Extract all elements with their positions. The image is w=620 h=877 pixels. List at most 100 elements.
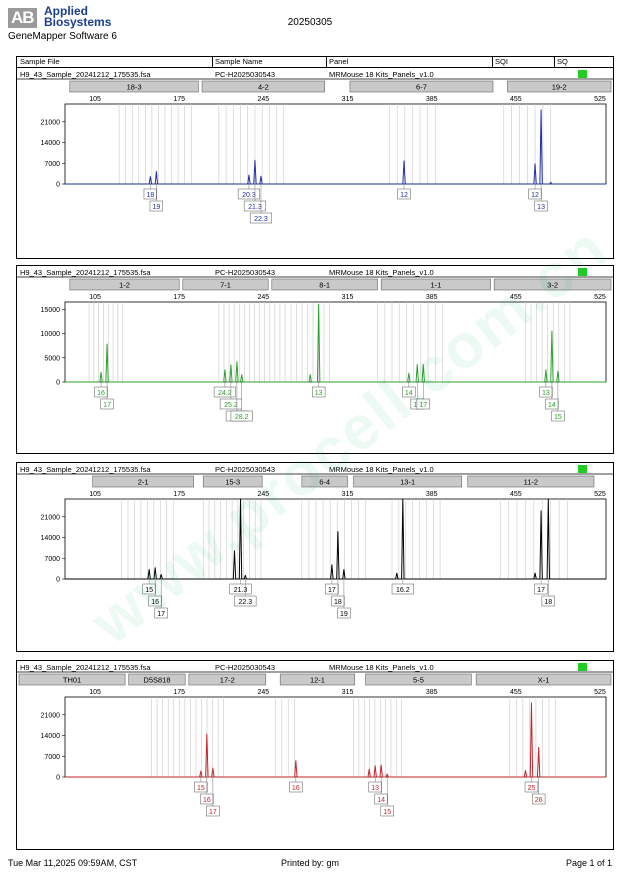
marker-label: 18-3 [127,83,142,92]
allele-box [249,212,273,224]
marker-label: 19-2 [552,83,567,92]
x-tick-label: 105 [89,689,101,696]
electropherogram-svg-black: H9_43_Sample_20241212_175535.fsa PC-H2025… [17,465,613,619]
marker-18-3 [69,80,199,93]
allele-label: 20.3 [242,192,256,199]
x-tick-label: 385 [426,689,438,696]
marker-label: 6-7 [416,83,427,92]
allele-box [100,398,114,410]
allele-box [532,793,546,805]
panel-sample-file: H9_43_Sample_20241212_175535.fsa [20,465,151,474]
x-tick-label: 315 [342,689,354,696]
x-tick-label: 455 [510,689,522,696]
x-tick-label: 105 [89,491,101,498]
allele-box [237,188,260,200]
marker-label: 6-4 [319,478,330,487]
marker-TH01 [18,673,126,686]
marker-6-7 [349,80,494,93]
allele-box [331,595,345,607]
allele-label: 22.3 [254,216,268,223]
allele-label: 16.2 [396,587,410,594]
allele-label: 14 [548,402,556,409]
marker-label: 2-1 [138,478,149,487]
marker-6-4 [301,475,348,488]
marker-3-2 [493,278,612,291]
allele-label: 14 [377,797,385,804]
x-tick-label: 105 [89,294,101,301]
allele-box [325,583,339,595]
y-tick-label: 14000 [41,140,61,147]
y-tick-label: 7000 [44,161,60,168]
x-tick-label: 245 [258,96,270,103]
marker-label: X-1 [538,676,550,685]
x-tick-label: 245 [258,689,270,696]
allele-box [213,386,236,398]
allele-label: 15 [383,809,391,816]
allele-box [368,781,382,793]
allele-label: 17 [103,402,111,409]
allele-box [230,410,253,422]
allele-label: 17 [328,587,336,594]
trace-black [65,498,606,580]
allele-box [374,793,388,805]
allele-box [312,386,326,398]
marker-label: 8-1 [319,281,330,290]
marker-label: 4-2 [258,83,269,92]
electropherogram-panel-black: H9_43_Sample_20241212_175535.fsa PC-H2025… [16,462,614,652]
y-tick-label: 0 [56,577,60,584]
logo-line2: Biosystems [44,15,112,29]
allele-box [391,583,414,595]
header-sqi: SQI [495,57,508,66]
y-tick-label: 21000 [41,514,61,521]
allele-label: 18 [334,599,342,606]
marker-label: 11-2 [524,478,538,487]
marker-4-2 [201,80,325,93]
allele-label: 21.3 [234,587,248,594]
allele-label: 15 [554,414,562,421]
y-tick-label: 21000 [41,712,61,719]
allele-box [380,805,394,817]
panel-panel-name: MRMouse 18 Kits_Panels_v1.0 [329,268,434,277]
allele-box [234,595,257,607]
allele-box [143,188,158,200]
panel-sample-name: PC-H2025030543 [215,70,275,79]
marker-label: 3-2 [547,281,558,290]
electropherogram-svg-red: H9_43_Sample_20241212_175535.fsa PC-H2025… [17,663,613,817]
allele-box [539,386,553,398]
x-tick-label: 245 [258,491,270,498]
x-tick-label: 105 [89,96,101,103]
allele-box [534,583,548,595]
panel-sample-file: H9_43_Sample_20241212_175535.fsa [20,70,151,79]
plot-frame [64,498,607,580]
allele-label: 25 [528,785,536,792]
allele-label: 19 [152,204,160,211]
allele-box [416,398,430,410]
header-sample-file: Sample File [20,57,60,66]
plot-frame [64,103,607,185]
header-sq: SQ [557,57,568,66]
marker-label: 12-1 [310,676,325,685]
x-tick-label: 385 [426,96,438,103]
x-tick-label: 385 [426,491,438,498]
marker-12-1 [279,673,356,686]
allele-box [149,200,164,212]
marker-X-1 [475,673,612,686]
marker-label: TH01 [63,676,81,685]
allele-label: 17 [209,809,217,816]
x-tick-label: 315 [342,294,354,301]
marker-5-5 [365,673,472,686]
panel-sample-file: H9_43_Sample_20241212_175535.fsa [20,268,151,277]
allele-box [289,781,303,793]
marker-11-2 [467,475,595,488]
header-sample-name: Sample Name [215,57,263,66]
allele-box [534,200,548,212]
marker-19-2 [507,80,612,93]
allele-label: 25.2 [224,402,238,409]
marker-label: 5-5 [413,676,424,685]
logo-mark: AB [8,8,37,28]
allele-box [337,607,351,619]
allele-label: 15 [197,785,205,792]
allele-label: 17 [537,587,545,594]
logo-text: Applied Biosystems [44,5,112,29]
y-tick-label: 14000 [41,733,61,740]
